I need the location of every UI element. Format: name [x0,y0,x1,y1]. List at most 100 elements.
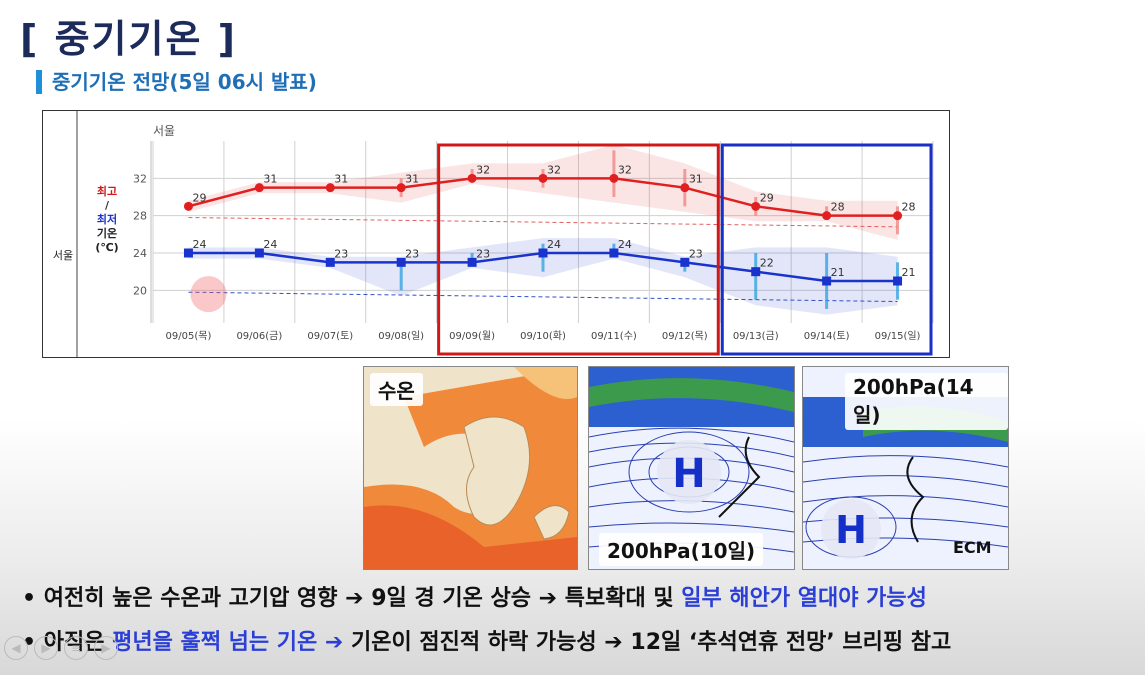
prev-slide-icon[interactable]: ◀ [4,636,28,660]
ecm-tag: ECM [953,538,992,557]
y-tick-label: 20 [133,284,147,297]
temperature-chart: 서울 최고 / 최저 기온 (℃) 서울 20 24 28 32 09/05(목) 09/06(금) 09… [42,110,950,358]
high-point [680,183,690,193]
low-data-label: 23 [334,247,348,260]
high-point [609,173,619,183]
x-tick-label: 09/05(목) [166,330,212,342]
high-data-label: 28 [831,201,845,214]
low-point [325,257,335,267]
high-pressure-marker-14: H [835,508,867,552]
x-tick-label: 09/06(금) [236,330,282,342]
normal-high-line [188,217,898,228]
bullet-highlight: 일부 해안가 열대야 가능성 [681,586,927,611]
low-data-label: 23 [405,247,419,260]
low-point [538,248,548,258]
high-point [467,173,477,183]
x-tick-label: 09/09(월) [449,330,495,342]
bullet-dot: • [22,586,37,611]
normal-low-line [188,291,898,303]
ylabel-line-0: 최고 [97,184,117,198]
sea-temp-label: 수온 [370,373,423,406]
chart-title: 서울 [153,124,175,138]
low-point [396,257,406,267]
next-slide-icon[interactable]: ▶ [94,636,118,660]
upper-air-map-14: H ECM 200hPa(14일) [802,366,1009,570]
low-point [893,276,903,286]
bullet-1: • 여전히 높은 수온과 고기압 영향 ➔ 9일 경 기온 상승 ➔ 특보확대 … [22,580,927,612]
low-data-label: 21 [831,266,845,279]
high-data-label: 32 [618,163,632,176]
low-point [467,257,477,267]
y-tick-label: 28 [133,210,147,223]
high-data-label: 28 [902,201,916,214]
upper-air-10-label: 200hPa(10일) [599,533,764,566]
low-data-label: 24 [192,238,206,251]
high-point [183,201,193,211]
high-data-label: 29 [192,191,206,204]
high-point [396,183,406,193]
low-point [254,248,264,258]
bullet-text: 기온이 점진적 하락 가능성 [343,630,605,655]
low-point [680,257,690,267]
x-tick-label: 09/11(수) [591,330,637,342]
high-data-label: 32 [476,163,490,176]
low-point [751,267,761,277]
high-point [893,211,903,221]
high-data-label: 32 [547,163,561,176]
ylabel-line-1: / [105,199,110,212]
low-data-label: 24 [618,238,632,251]
high-data-label: 31 [334,173,348,186]
arrow-icon: ➔ [538,586,558,611]
ylabel-line-4: (℃) [95,241,118,254]
bullet-text: 9일 경 기온 상승 [363,586,539,611]
highlight-box-red [437,143,720,356]
upper-air-14-label: 200hPa(14일) [845,373,1008,430]
x-tick-label: 09/13(금) [733,330,779,342]
high-point [325,183,335,193]
high-pressure-marker-10: H [672,451,705,497]
low-data-label: 24 [263,238,277,251]
low-data-label: 22 [760,257,774,270]
slide-nav-controls[interactable]: ◀ ▶ ≡ ▶ [4,636,214,662]
low-point [183,248,193,258]
row-label: 서울 [53,249,73,262]
bullet-text: 특보확대 및 [557,586,682,611]
play-icon[interactable]: ▶ [34,636,58,660]
high-point [538,173,548,183]
high-data-label: 29 [760,191,774,204]
x-tick-label: 09/12(목) [662,330,708,342]
high-point [822,211,832,221]
high-point [254,183,264,193]
bullet-highlight: 평년을 훌쩍 넘는 기온 ➔ [112,630,344,655]
bullet-text: 여전히 높은 수온과 고기압 영향 [43,586,346,611]
x-tick-label: 09/15(일) [875,330,921,342]
highlight-box-blue [720,143,933,356]
high-data-label: 31 [405,173,419,186]
x-tick-label: 09/10(화) [520,330,566,342]
slide-title: [ 중기기온 ] [20,17,238,61]
low-point [822,276,832,286]
x-tick-label: 09/07(토) [307,331,353,342]
menu-icon[interactable]: ≡ [64,636,88,660]
upper-air-map-10: H 200hPa(10일) [588,366,795,570]
sea-temperature-map: 수온 [363,366,578,570]
slide-subtitle: 중기기온 전망(5일 06시 발표) [36,70,317,94]
y-tick-label: 32 [133,172,147,185]
high-data-label: 31 [689,173,703,186]
arrow-icon: ➔ [345,586,364,611]
arrow-icon: ➔ [604,630,623,655]
low-data-label: 24 [547,238,561,251]
y-tick-label: 24 [133,247,147,260]
low-data-label: 23 [476,247,490,260]
low-data-label: 21 [902,266,916,279]
low-point [609,248,619,258]
low-data-label: 23 [689,247,703,260]
ylabel-line-3: 기온 [97,226,117,240]
high-band [188,144,898,240]
ylabel-line-2: 최저 [97,212,117,226]
x-tick-label: 09/08(일) [378,330,424,342]
high-data-label: 31 [263,173,277,186]
bullet-text: 12일 ‘추석연휴 전망’ 브리핑 참고 [622,630,952,655]
high-point [751,201,761,211]
cursor-highlight [190,276,227,313]
